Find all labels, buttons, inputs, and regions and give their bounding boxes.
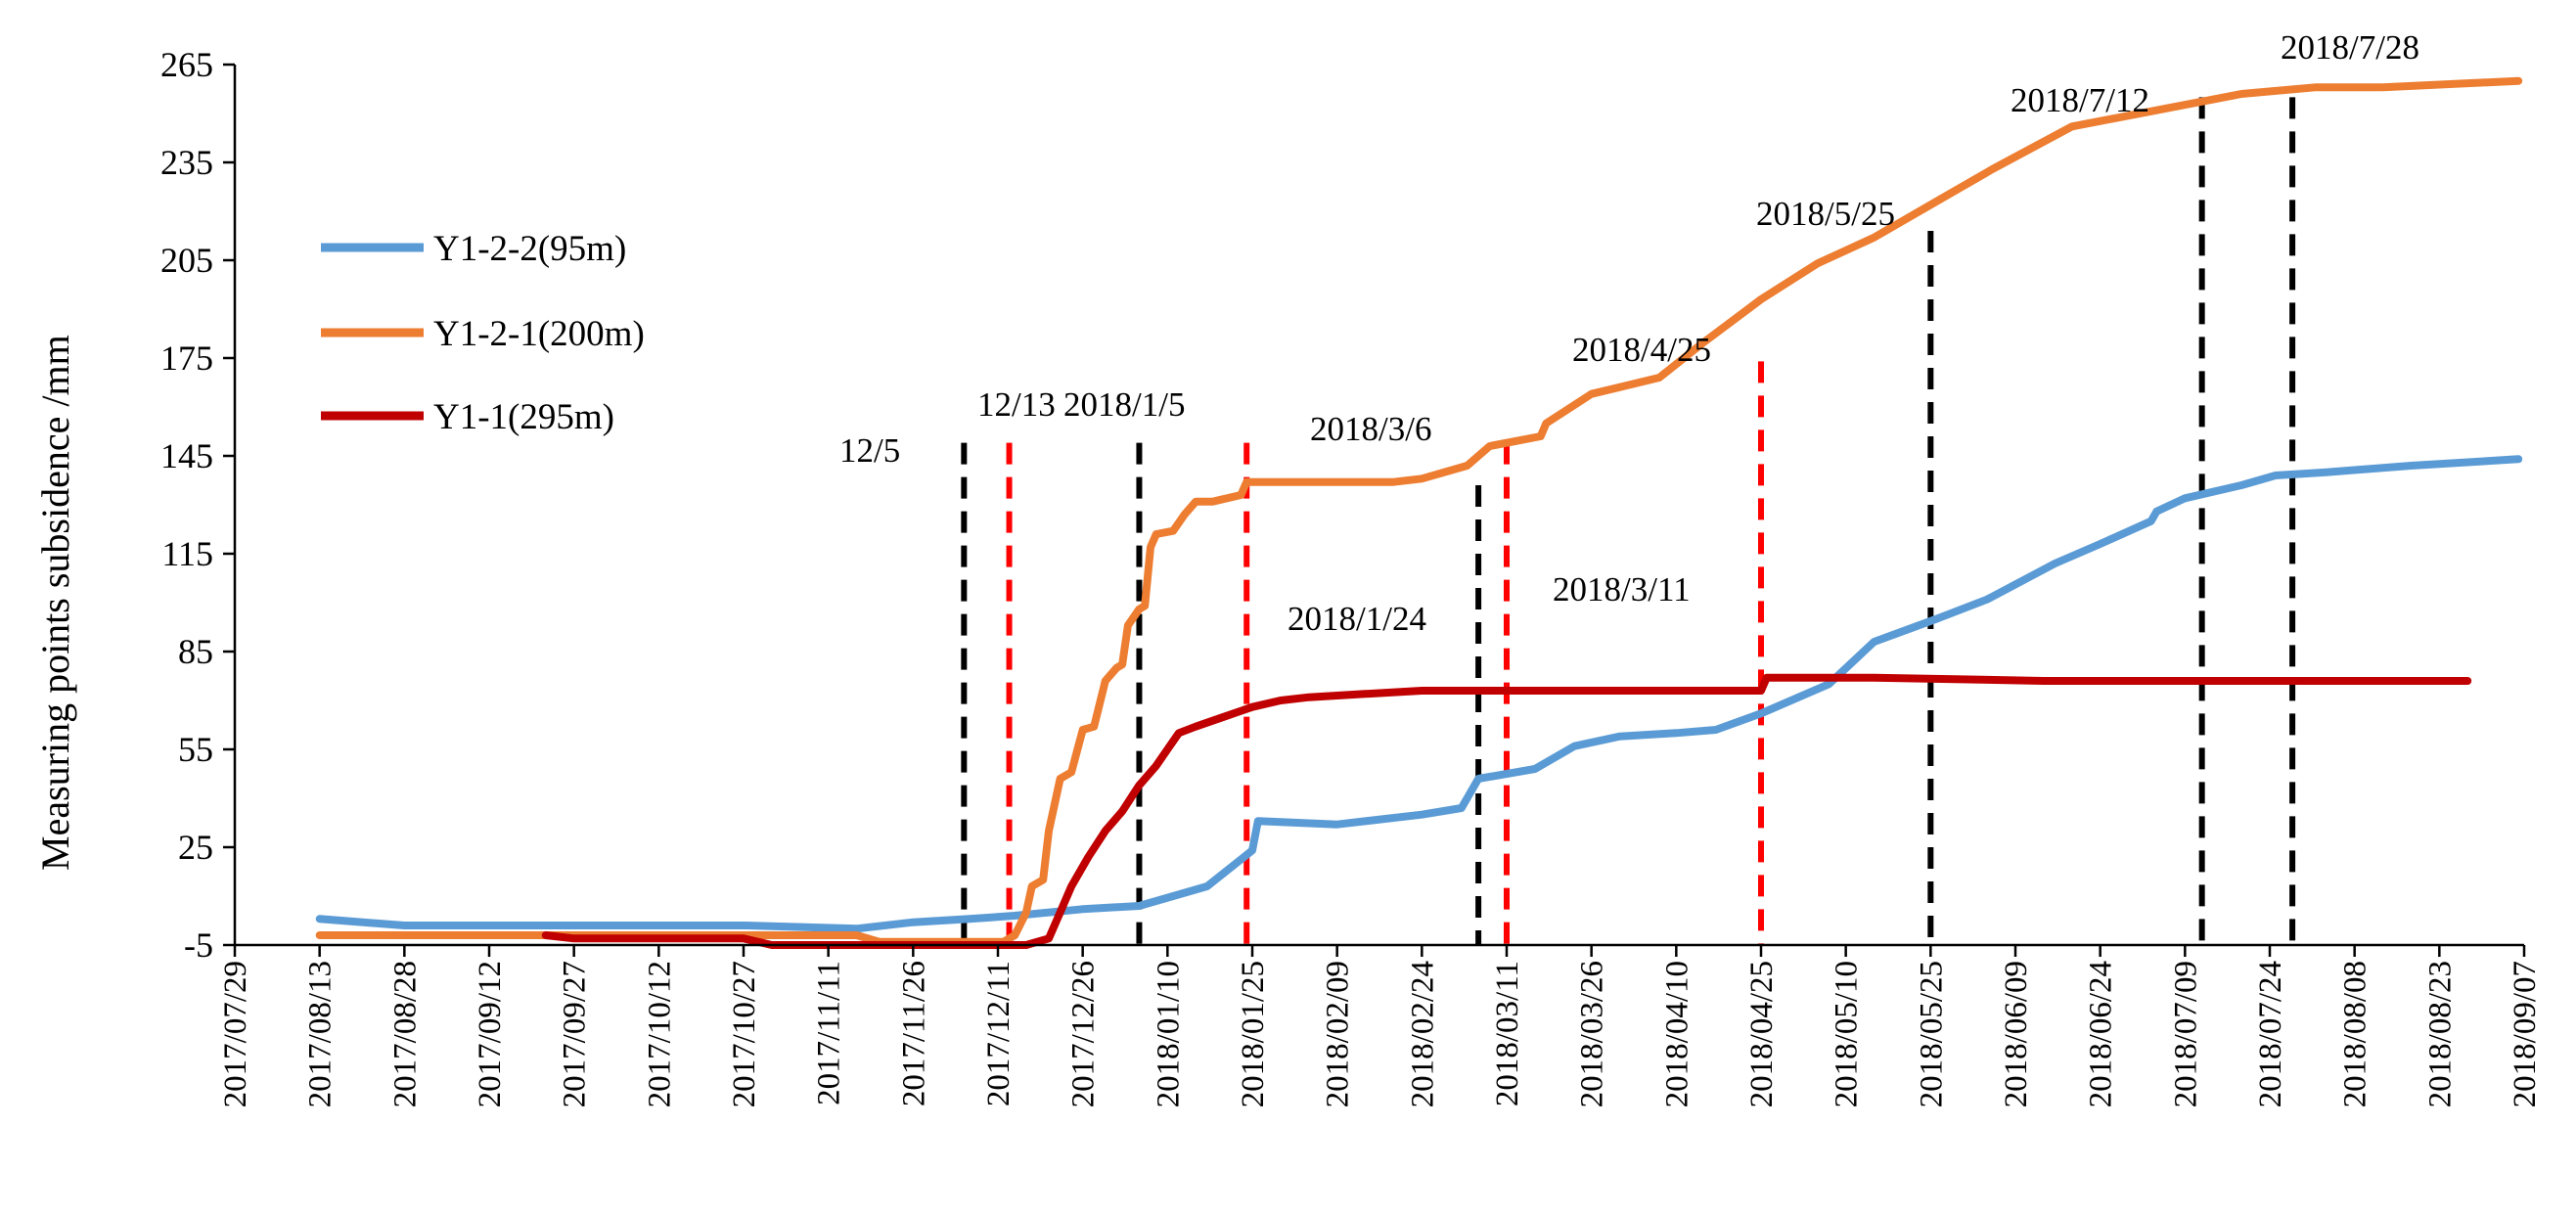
y-tick-label: 145 [160,436,213,475]
ann-2018-3-6: 2018/3/6 [1310,410,1431,448]
x-tick-label: 2017/12/26 [1066,961,1102,1107]
x-tick-label: 2018/05/25 [1914,961,1949,1107]
x-tick-label: 2017/11/26 [896,961,931,1106]
y-tick-label: 265 [160,45,213,84]
legend-label-y1-2-2: Y1-2-2(95m) [433,229,626,269]
x-tick-label: 2018/04/25 [1744,961,1780,1107]
x-tick-label: 2017/09/12 [473,961,508,1107]
ann-2018-1-5: 2018/1/5 [1063,385,1185,424]
y-tick-label: -5 [184,925,213,965]
legend-label-y1-2-1: Y1-2-1(200m) [433,314,645,354]
x-tick-label: 2017/10/27 [727,961,762,1107]
y-tick-label: 85 [178,632,213,671]
vertical-markers [961,97,2296,945]
marker-annotations: 12/5 12/13 2018/1/5 2018/1/24 2018/3/6 2… [839,28,2419,638]
x-tick-label: 2018/03/26 [1575,961,1610,1107]
ann-2018-1-24: 2018/1/24 [1288,600,1426,638]
ann-2018-7-12: 2018/7/12 [2011,81,2149,119]
x-tick-label: 2017/08/13 [303,961,339,1107]
x-tick-label: 2018/02/09 [1321,961,1356,1107]
x-tick-label: 2017/12/11 [981,961,1017,1106]
x-tick-label: 2018/02/24 [1405,961,1440,1107]
ann-12-5: 12/5 [839,431,900,470]
x-tick-label: 2018/08/23 [2422,961,2458,1107]
x-tick-label: 2017/08/28 [387,961,423,1107]
x-tick-label: 2018/05/10 [1830,961,1865,1107]
y-tick-label: 55 [178,730,213,769]
x-tick-label: 2018/09/07 [2508,961,2543,1107]
axes [233,65,2524,947]
series-line [315,455,2523,933]
ann-2018-7-28: 2018/7/28 [2281,28,2419,67]
y-tick-label: 205 [160,241,213,280]
legend-label-y1-1: Y1-1(295m) [433,397,614,437]
y-tick-label: 175 [160,338,213,378]
series-lines [315,76,2523,949]
y-tick-label: 25 [178,828,213,867]
ann-2018-5-25: 2018/5/25 [1756,195,1895,233]
x-tick-label: 2017/09/27 [558,961,593,1107]
y-tick-label: 235 [160,143,213,182]
x-tick-label: 2018/08/08 [2338,961,2373,1107]
y-tick-label: 115 [161,534,213,573]
x-tick-label: 2017/07/29 [218,961,253,1107]
ann-2018-4-25: 2018/4/25 [1572,331,1711,369]
x-tick-label: 2018/04/10 [1659,961,1695,1107]
x-ticks: 2017/07/29 2017/08/13 2017/08/28 2017/09/12… [218,945,2543,1107]
x-tick-label: 2018/06/24 [2084,961,2119,1107]
y-ticks: -5 25 55 85 115 145 175 205 235 265 [160,45,235,965]
x-tick-label: 2018/07/24 [2253,961,2288,1107]
x-tick-label: 2018/07/09 [2168,961,2203,1107]
ann-12-13: 12/13 [977,385,1056,424]
x-tick-label: 2018/01/25 [1236,961,1271,1107]
legend: Y1-2-2(95m) Y1-2-1(200m) Y1-1(295m) [321,229,645,437]
y-axis-label: Measuring points subsidence /mm [33,335,77,871]
x-tick-label: 2018/01/10 [1151,961,1186,1107]
ann-2018-3-11: 2018/3/11 [1553,570,1691,608]
x-tick-label: 2017/10/12 [642,961,677,1107]
x-tick-label: 2018/03/11 [1490,961,1525,1106]
series-line [315,76,2523,946]
x-tick-label: 2017/11/11 [812,961,847,1105]
x-tick-label: 2018/06/09 [1999,961,2034,1107]
